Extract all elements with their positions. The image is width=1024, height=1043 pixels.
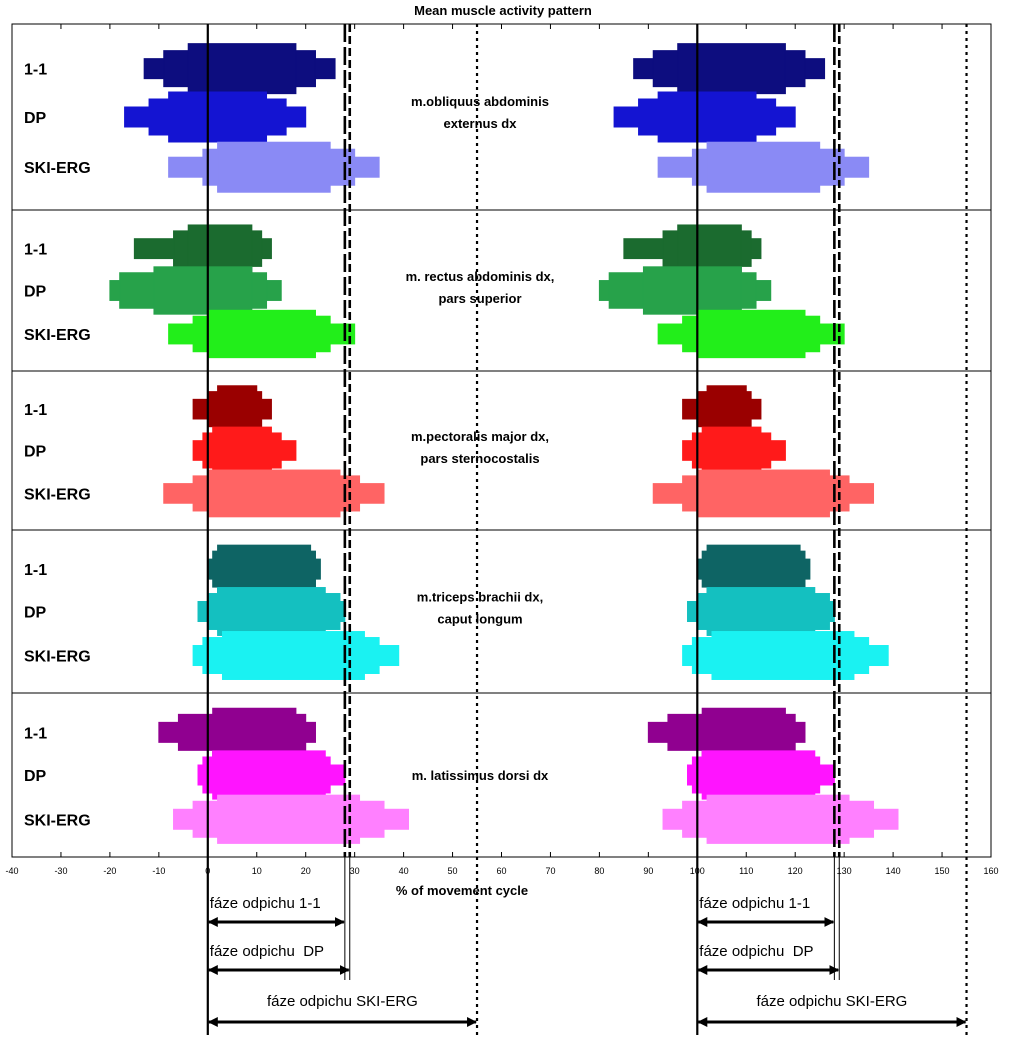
series-row-label: DP: [24, 605, 47, 622]
series-row-label: 1-1: [24, 242, 47, 259]
x-tick-label: 130: [837, 866, 852, 876]
activity-bar-segment: [677, 43, 786, 95]
x-tick-label: 30: [350, 866, 360, 876]
muscle-name-label: caput longum: [437, 612, 522, 627]
activity-bar-segment: [217, 794, 361, 844]
activity-bar-segment: [642, 266, 742, 315]
phase-label: fáze odpichu SKI-ERG: [756, 993, 907, 1010]
muscle-name-label: pars sternocostalis: [420, 451, 539, 466]
activity-bar-segment: [657, 91, 757, 143]
activity-bar-segment: [706, 794, 850, 844]
activity-bar-segment: [221, 631, 365, 680]
series-row-label: 1-1: [24, 562, 47, 579]
series-row-label: DP: [24, 284, 47, 301]
activity-bar-segment: [153, 266, 253, 315]
muscle-name-label: m.pectoralis major dx,: [411, 429, 549, 444]
series-row-label: SKI-ERG: [24, 812, 91, 829]
x-tick-label: -30: [54, 866, 67, 876]
muscle-name-label: m.triceps brachii dx,: [417, 590, 543, 605]
muscle-name-label: m.obliquus abdominis: [411, 94, 549, 109]
activity-bar-segment: [706, 141, 821, 193]
activity-bar-segment: [706, 587, 816, 636]
activity-bar-segment: [207, 469, 341, 518]
series-row-label: DP: [24, 110, 47, 127]
series-row-label: DP: [24, 768, 47, 785]
activity-bar-segment: [187, 43, 297, 95]
x-tick-label: 80: [594, 866, 604, 876]
x-tick-label: 10: [252, 866, 262, 876]
activity-bar-segment: [212, 707, 297, 757]
x-tick-label: 160: [983, 866, 998, 876]
muscle-name-label: m. latissimus dorsi dx: [412, 768, 549, 783]
activity-bar-segment: [711, 631, 855, 680]
activity-bar-segment: [696, 309, 806, 359]
x-tick-label: 150: [935, 866, 950, 876]
phase-label: fáze odpichu DP: [210, 943, 324, 960]
series-row-label: SKI-ERG: [24, 486, 91, 503]
x-tick-label: 60: [496, 866, 506, 876]
chart-title: Mean muscle activity pattern: [414, 3, 592, 18]
activity-bar-segment: [217, 385, 258, 434]
activity-bar-segment: [168, 91, 268, 143]
phase-label: fáze odpichu SKI-ERG: [267, 993, 418, 1010]
series-row-label: SKI-ERG: [24, 160, 91, 177]
x-tick-label: 140: [886, 866, 901, 876]
phase-label: fáze odpichu 1-1: [699, 895, 810, 912]
activity-bar-segment: [187, 224, 253, 273]
series-row-label: SKI-ERG: [24, 649, 91, 666]
x-tick-label: -40: [5, 866, 18, 876]
muscle-name-label: pars superior: [438, 291, 521, 306]
x-tick-label: -20: [103, 866, 116, 876]
phase-label: fáze odpichu DP: [699, 943, 813, 960]
x-tick-label: 90: [643, 866, 653, 876]
activity-bar-segment: [701, 707, 786, 757]
series-row-label: 1-1: [24, 402, 47, 419]
series-row-label: DP: [24, 444, 47, 461]
activity-bar-segment: [677, 224, 742, 273]
muscle-name-label: externus dx: [444, 116, 518, 131]
activity-bar-segment: [207, 309, 316, 359]
activity-bar-segment: [217, 544, 312, 594]
x-tick-label: 40: [399, 866, 409, 876]
activity-bar-segment: [217, 141, 331, 193]
activity-bar-segment: [217, 587, 326, 636]
series-row-label: SKI-ERG: [24, 327, 91, 344]
plot-layer: -40-30-20-100102030405060708090100110120…: [5, 23, 999, 1035]
activity-bar-segment: [212, 750, 326, 800]
activity-bar-segment: [701, 750, 816, 800]
x-tick-label: 110: [739, 866, 753, 876]
muscle-name-label: m. rectus abdominis dx,: [406, 269, 555, 284]
activity-bar-segment: [701, 426, 762, 475]
x-axis-label: % of movement cycle: [396, 883, 528, 898]
activity-bar-segment: [706, 544, 801, 594]
phase-label: fáze odpichu 1-1: [210, 895, 321, 912]
x-tick-label: 20: [301, 866, 311, 876]
series-row-label: 1-1: [24, 62, 47, 79]
series-row-label: 1-1: [24, 725, 47, 742]
x-tick-label: -10: [152, 866, 165, 876]
x-tick-label: 70: [545, 866, 555, 876]
activity-bar-segment: [212, 426, 272, 475]
activity-bar-segment: [706, 385, 747, 434]
activity-bar-segment: [696, 469, 830, 518]
x-tick-label: 120: [788, 866, 803, 876]
x-tick-label: 50: [448, 866, 458, 876]
